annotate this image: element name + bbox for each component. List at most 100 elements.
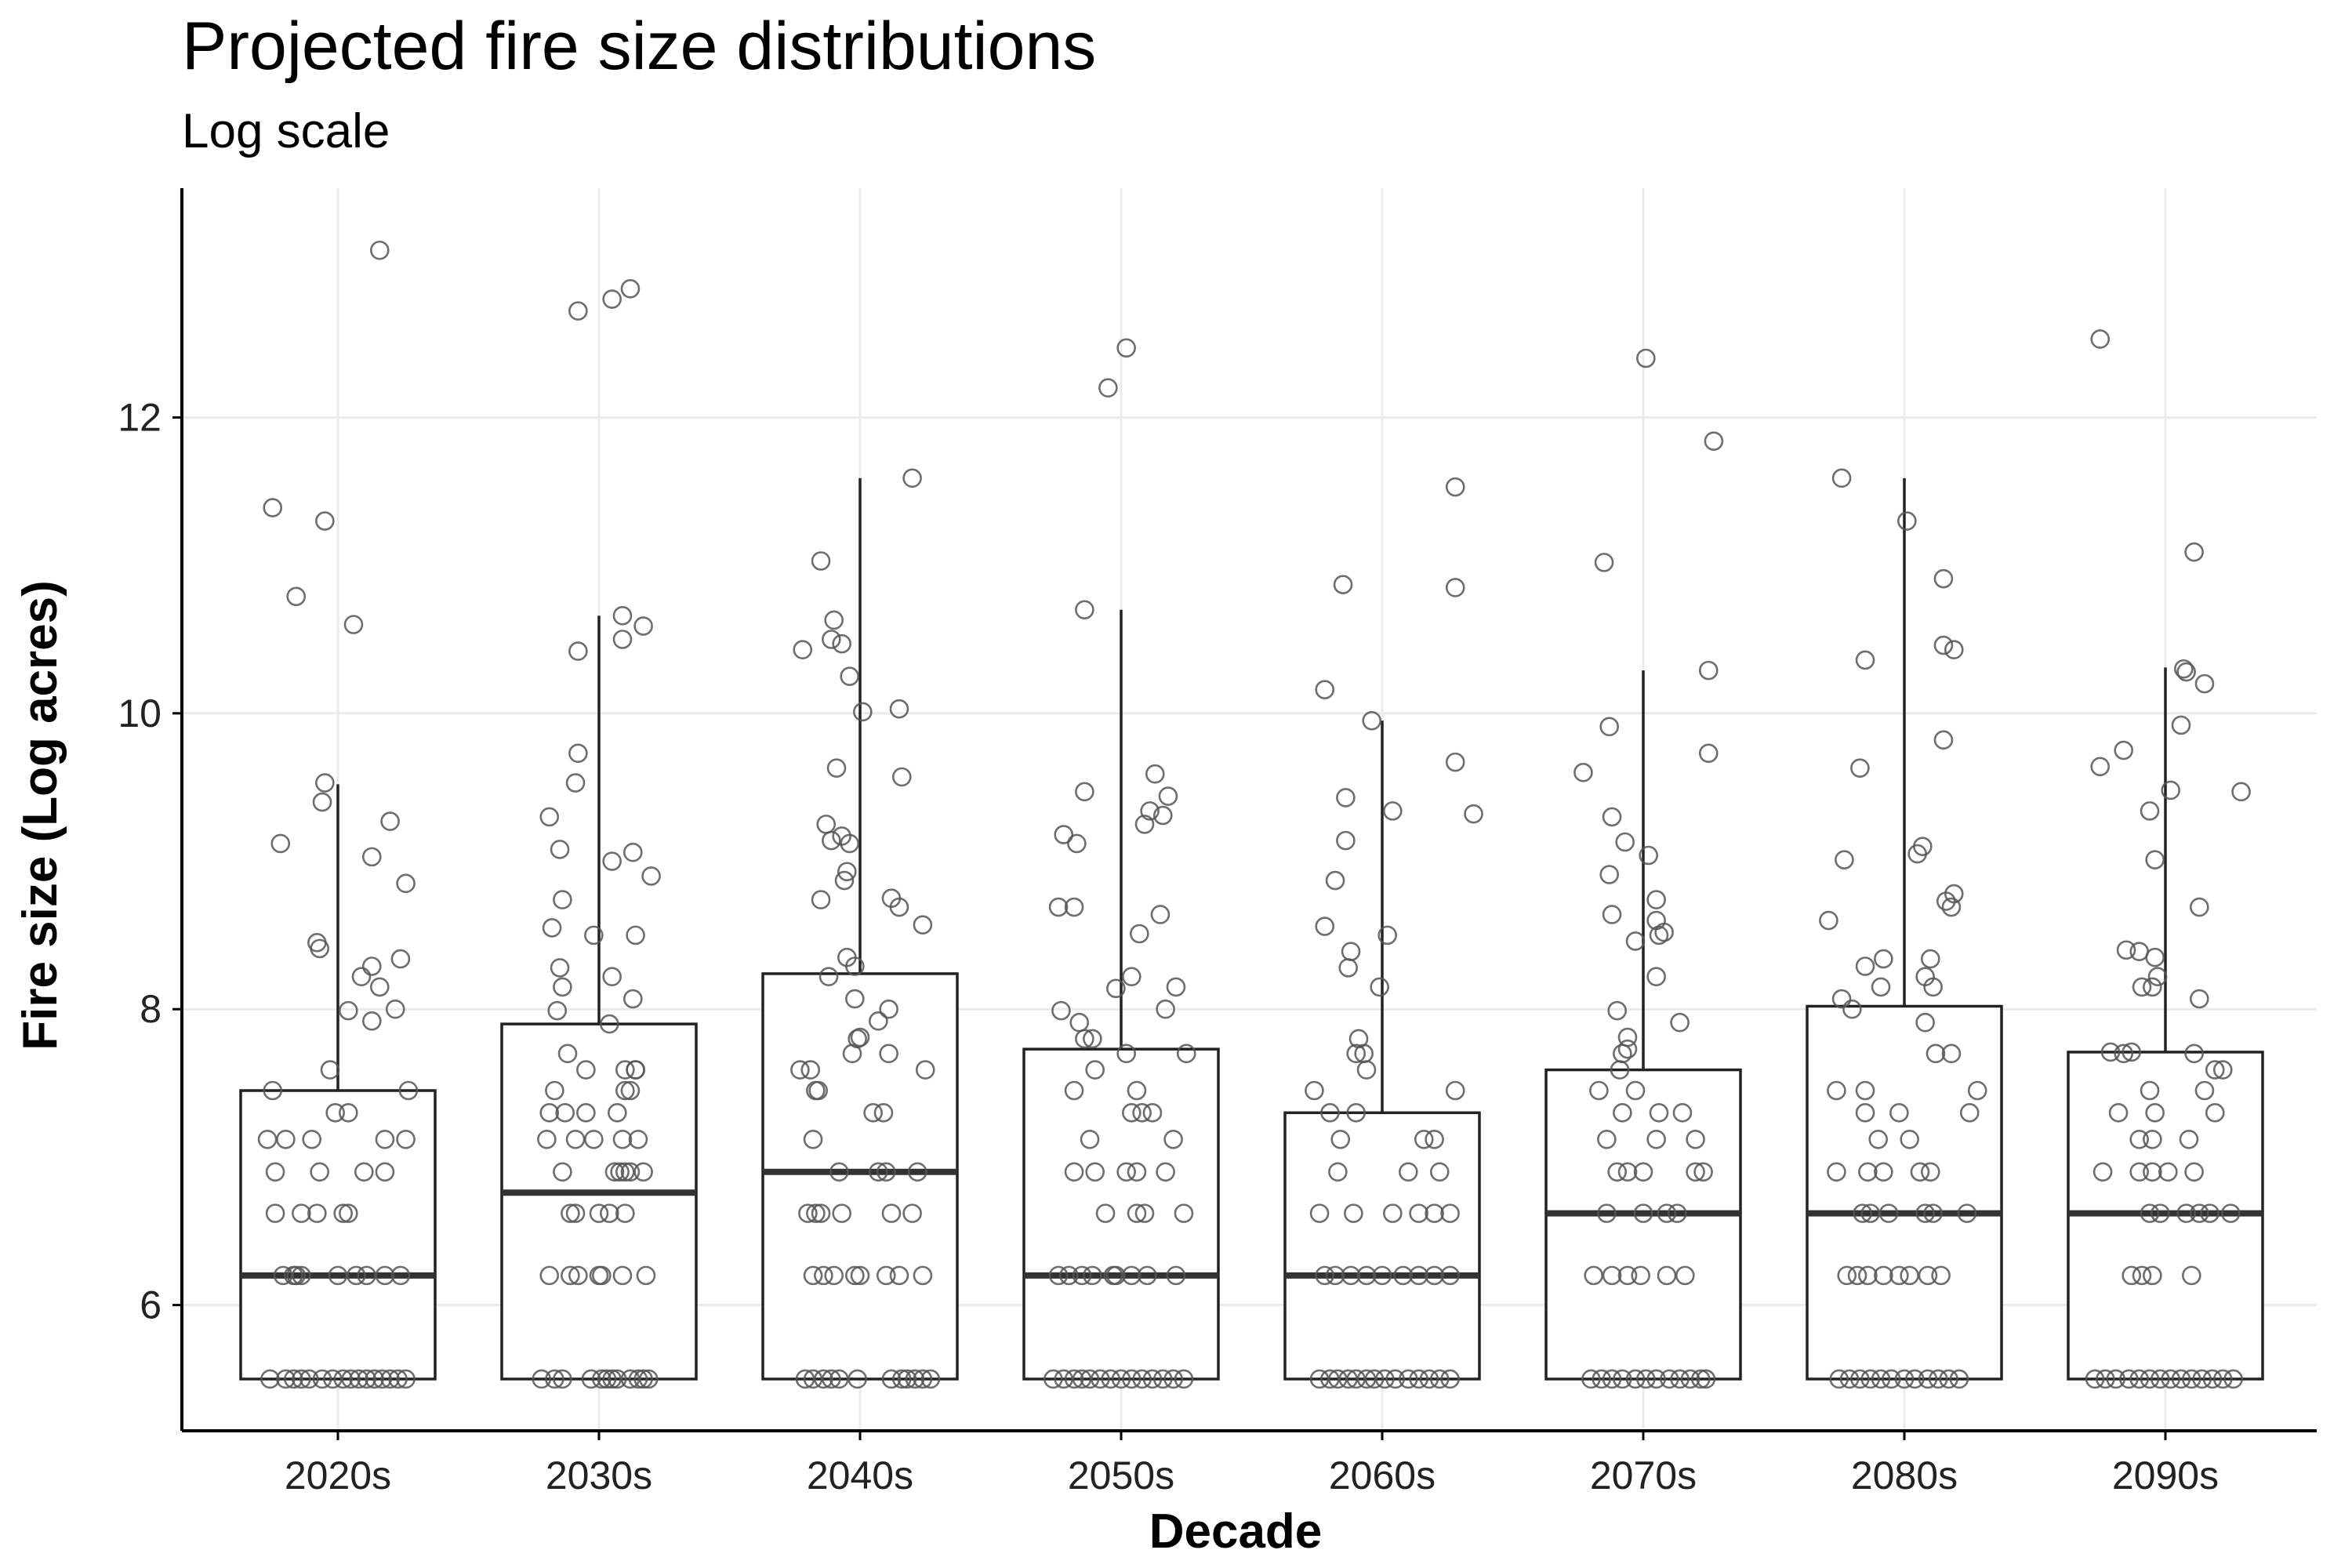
data-point xyxy=(1309,1369,1330,1389)
data-point xyxy=(1346,1369,1366,1389)
data-point xyxy=(808,1080,829,1101)
data-point xyxy=(375,1162,395,1182)
data-point xyxy=(1581,1369,1601,1389)
data-point xyxy=(1874,1265,1893,1286)
data-point xyxy=(863,1103,883,1123)
data-point xyxy=(1069,1012,1090,1033)
data-point xyxy=(2132,1265,2152,1286)
data-point xyxy=(1860,1369,1881,1389)
data-point xyxy=(1122,1103,1142,1123)
box-2030s xyxy=(500,1022,698,1381)
data-point xyxy=(814,1369,833,1389)
data-point xyxy=(881,1203,902,1223)
data-point xyxy=(803,1265,823,1286)
data-point xyxy=(351,967,372,987)
data-point xyxy=(1907,844,1927,864)
data-point xyxy=(1106,1265,1126,1286)
data-point xyxy=(2182,1265,2201,1286)
data-point xyxy=(2122,1042,2142,1062)
data-point xyxy=(1889,1265,1909,1286)
data-point xyxy=(1111,1369,1131,1389)
data-point xyxy=(2140,801,2160,821)
data-point xyxy=(2171,715,2191,735)
data-point xyxy=(1636,348,1656,368)
data-point xyxy=(1409,1203,1428,1223)
data-point xyxy=(333,1203,353,1223)
y-tick-label: 6 xyxy=(140,1283,162,1327)
data-point xyxy=(2119,1369,2139,1389)
data-point xyxy=(1163,1129,1183,1149)
data-point xyxy=(604,1162,625,1182)
data-point xyxy=(310,938,329,959)
data-point xyxy=(2205,1060,2225,1080)
data-point xyxy=(2184,1162,2204,1182)
data-point xyxy=(1127,1162,1147,1182)
data-point xyxy=(1827,1162,1846,1182)
data-point xyxy=(372,1369,392,1389)
data-point xyxy=(357,1265,376,1286)
data-point xyxy=(1594,553,1614,572)
data-point xyxy=(1122,1369,1142,1389)
data-point xyxy=(542,918,562,938)
data-point xyxy=(1399,1162,1418,1182)
data-point xyxy=(2212,1060,2233,1080)
data-point xyxy=(1868,1129,1888,1149)
data-point xyxy=(1174,1203,1194,1223)
data-point xyxy=(1602,1369,1622,1389)
data-point xyxy=(877,1265,896,1286)
data-point xyxy=(265,1203,285,1223)
data-point xyxy=(2092,1162,2113,1182)
data-point xyxy=(2106,1369,2126,1389)
data-point xyxy=(2223,1369,2243,1389)
data-point xyxy=(1344,1203,1363,1223)
data-point xyxy=(545,1080,564,1101)
data-point xyxy=(612,606,633,626)
data-point xyxy=(1657,1265,1677,1286)
data-point xyxy=(1939,1369,1958,1389)
data-point xyxy=(2129,1129,2149,1149)
data-point xyxy=(610,1162,630,1182)
data-point xyxy=(1933,635,1954,655)
data-point xyxy=(310,1162,329,1182)
data-point xyxy=(365,1369,384,1389)
data-point xyxy=(1338,1369,1359,1389)
data-point xyxy=(832,633,851,654)
data-point xyxy=(547,1000,568,1021)
data-point xyxy=(1853,1203,1873,1223)
data-point xyxy=(1615,832,1635,852)
data-point xyxy=(1072,1265,1092,1286)
tick-labels: 6 8 10 12 2020s 2030s 2040s 2050s 2060s 2070s 2080… xyxy=(118,395,2219,1497)
data-point xyxy=(1429,1162,1450,1182)
data-point xyxy=(1048,1265,1069,1286)
data-point xyxy=(1613,1369,1632,1389)
x-axis-title: Decade xyxy=(1149,1504,1323,1559)
box-2020s xyxy=(239,1089,437,1381)
data-point xyxy=(845,989,865,1009)
data-point xyxy=(622,842,643,862)
data-point xyxy=(328,1265,348,1286)
data-point xyxy=(1315,680,1335,699)
data-point xyxy=(1625,1080,1646,1101)
data-point xyxy=(2140,1080,2160,1101)
y-tick-label: 12 xyxy=(118,395,162,439)
data-point xyxy=(798,1203,818,1223)
data-point xyxy=(1690,1369,1711,1389)
data-point xyxy=(1152,805,1173,826)
data-point xyxy=(633,1369,653,1389)
data-point xyxy=(2189,1203,2209,1223)
data-point xyxy=(2176,662,2196,682)
data-point xyxy=(1328,1369,1348,1389)
x-tick-label: 2040s xyxy=(807,1454,913,1497)
data-point xyxy=(811,1203,831,1223)
data-point xyxy=(1356,1060,1377,1080)
data-point xyxy=(539,1265,560,1286)
data-point xyxy=(263,498,283,517)
data-point xyxy=(1584,1265,1604,1286)
data-point xyxy=(620,1162,641,1182)
data-point xyxy=(1174,1369,1194,1389)
data-point xyxy=(276,1369,296,1389)
data-point xyxy=(2202,1369,2223,1389)
data-point xyxy=(1894,1369,1915,1389)
data-point xyxy=(2096,1369,2115,1389)
